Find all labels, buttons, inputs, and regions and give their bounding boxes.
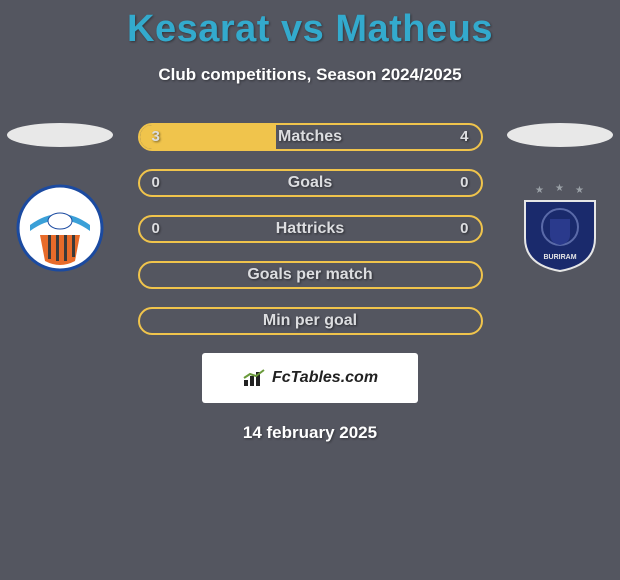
stat-row: Hattricks0 0 bbox=[138, 215, 483, 243]
date-label: 14 february 2025 bbox=[0, 423, 620, 443]
team-badge-right: ★ ★ ★ BURIRAM bbox=[510, 183, 610, 273]
stat-value-right: 4 bbox=[460, 125, 468, 149]
svg-text:BURIRAM: BURIRAM bbox=[543, 254, 576, 261]
stat-row: Matches3 4 bbox=[138, 123, 483, 151]
stat-value-left: 3 bbox=[152, 125, 160, 149]
svg-text:★: ★ bbox=[535, 185, 544, 196]
stat-row: Min per goal bbox=[138, 307, 483, 335]
stat-label: Min per goal bbox=[140, 309, 481, 333]
svg-text:★: ★ bbox=[575, 185, 584, 196]
stat-label: Hattricks bbox=[140, 217, 481, 241]
stat-label: Matches bbox=[140, 125, 481, 149]
stat-value-right: 0 bbox=[460, 217, 468, 241]
player-photo-placeholder-right bbox=[507, 123, 613, 147]
stat-label: Goals bbox=[140, 171, 481, 195]
stat-value-left: 0 bbox=[152, 217, 160, 241]
svg-text:★: ★ bbox=[555, 183, 564, 194]
stat-label: Goals per match bbox=[140, 263, 481, 287]
page-title: Kesarat vs Matheus bbox=[0, 0, 620, 51]
stat-row: Goals per match bbox=[138, 261, 483, 289]
stat-value-right: 0 bbox=[460, 171, 468, 195]
subtitle: Club competitions, Season 2024/2025 bbox=[0, 65, 620, 85]
comparison-panel: ★ ★ ★ BURIRAM Matches34Goals00Hattricks0… bbox=[0, 123, 620, 335]
stat-rows: Matches34Goals00Hattricks00Goals per mat… bbox=[138, 123, 483, 335]
brand-box: FcTables.com bbox=[202, 353, 418, 403]
brand-text: FcTables.com bbox=[272, 369, 378, 387]
player-photo-placeholder-left bbox=[7, 123, 113, 147]
stat-row: Goals0 0 bbox=[138, 169, 483, 197]
stat-value-left: 0 bbox=[152, 171, 160, 195]
brand-chart-icon bbox=[242, 368, 268, 388]
team-badge-left bbox=[10, 183, 110, 273]
